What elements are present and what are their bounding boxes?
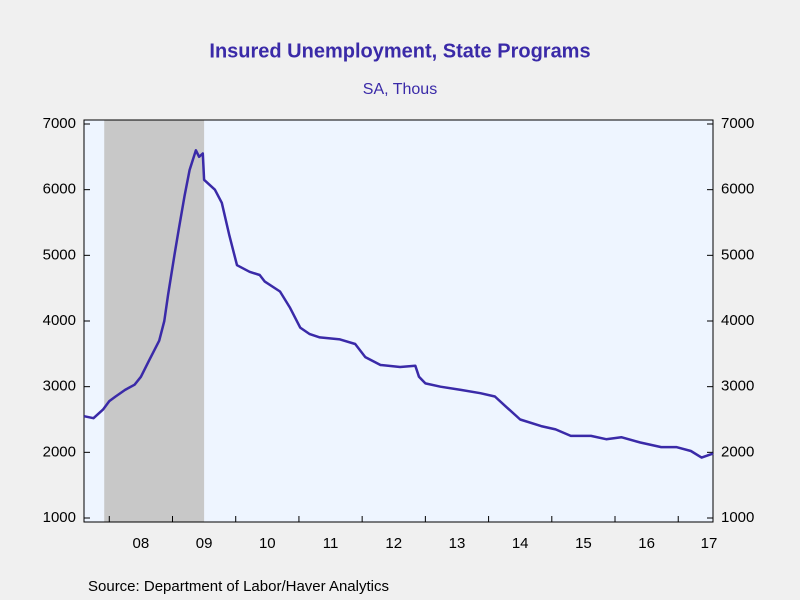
y2-tick-label: 2000	[721, 443, 754, 460]
y2-tick-label: 6000	[721, 181, 754, 198]
chart-subtitle: SA, Thous	[363, 81, 437, 98]
x-tick-label: 17	[701, 535, 718, 552]
x-tick-label: 15	[575, 535, 592, 552]
y-tick-label: 6000	[43, 181, 76, 198]
y-tick-label: 7000	[43, 115, 76, 132]
y2-tick-label: 7000	[721, 115, 754, 132]
recession-band	[104, 120, 205, 522]
x-tick-label: 08	[133, 535, 150, 552]
source-note: Source: Department of Labor/Haver Analyt…	[88, 578, 389, 595]
x-tick-label: 16	[638, 535, 655, 552]
x-tick-label: 12	[385, 535, 402, 552]
x-tick-label: 09	[196, 535, 213, 552]
x-tick-label: 13	[449, 535, 466, 552]
y2-tick-label: 1000	[721, 509, 754, 526]
y2-tick-label: 4000	[721, 312, 754, 329]
data-line	[83, 149, 714, 459]
x-tick-label: 14	[512, 535, 529, 552]
y2-tick-label: 3000	[721, 378, 754, 395]
y-tick-label: 4000	[43, 312, 76, 329]
x-tick-label: 10	[259, 535, 276, 552]
chart-title: Insured Unemployment, State Programs	[209, 40, 590, 62]
y2-tick-label: 5000	[721, 246, 754, 263]
x-tick-label: 11	[323, 535, 339, 552]
y-tick-label: 3000	[43, 378, 76, 395]
y-tick-label: 2000	[43, 443, 76, 460]
y-tick-label: 5000	[43, 246, 76, 263]
y-tick-label: 1000	[43, 509, 76, 526]
